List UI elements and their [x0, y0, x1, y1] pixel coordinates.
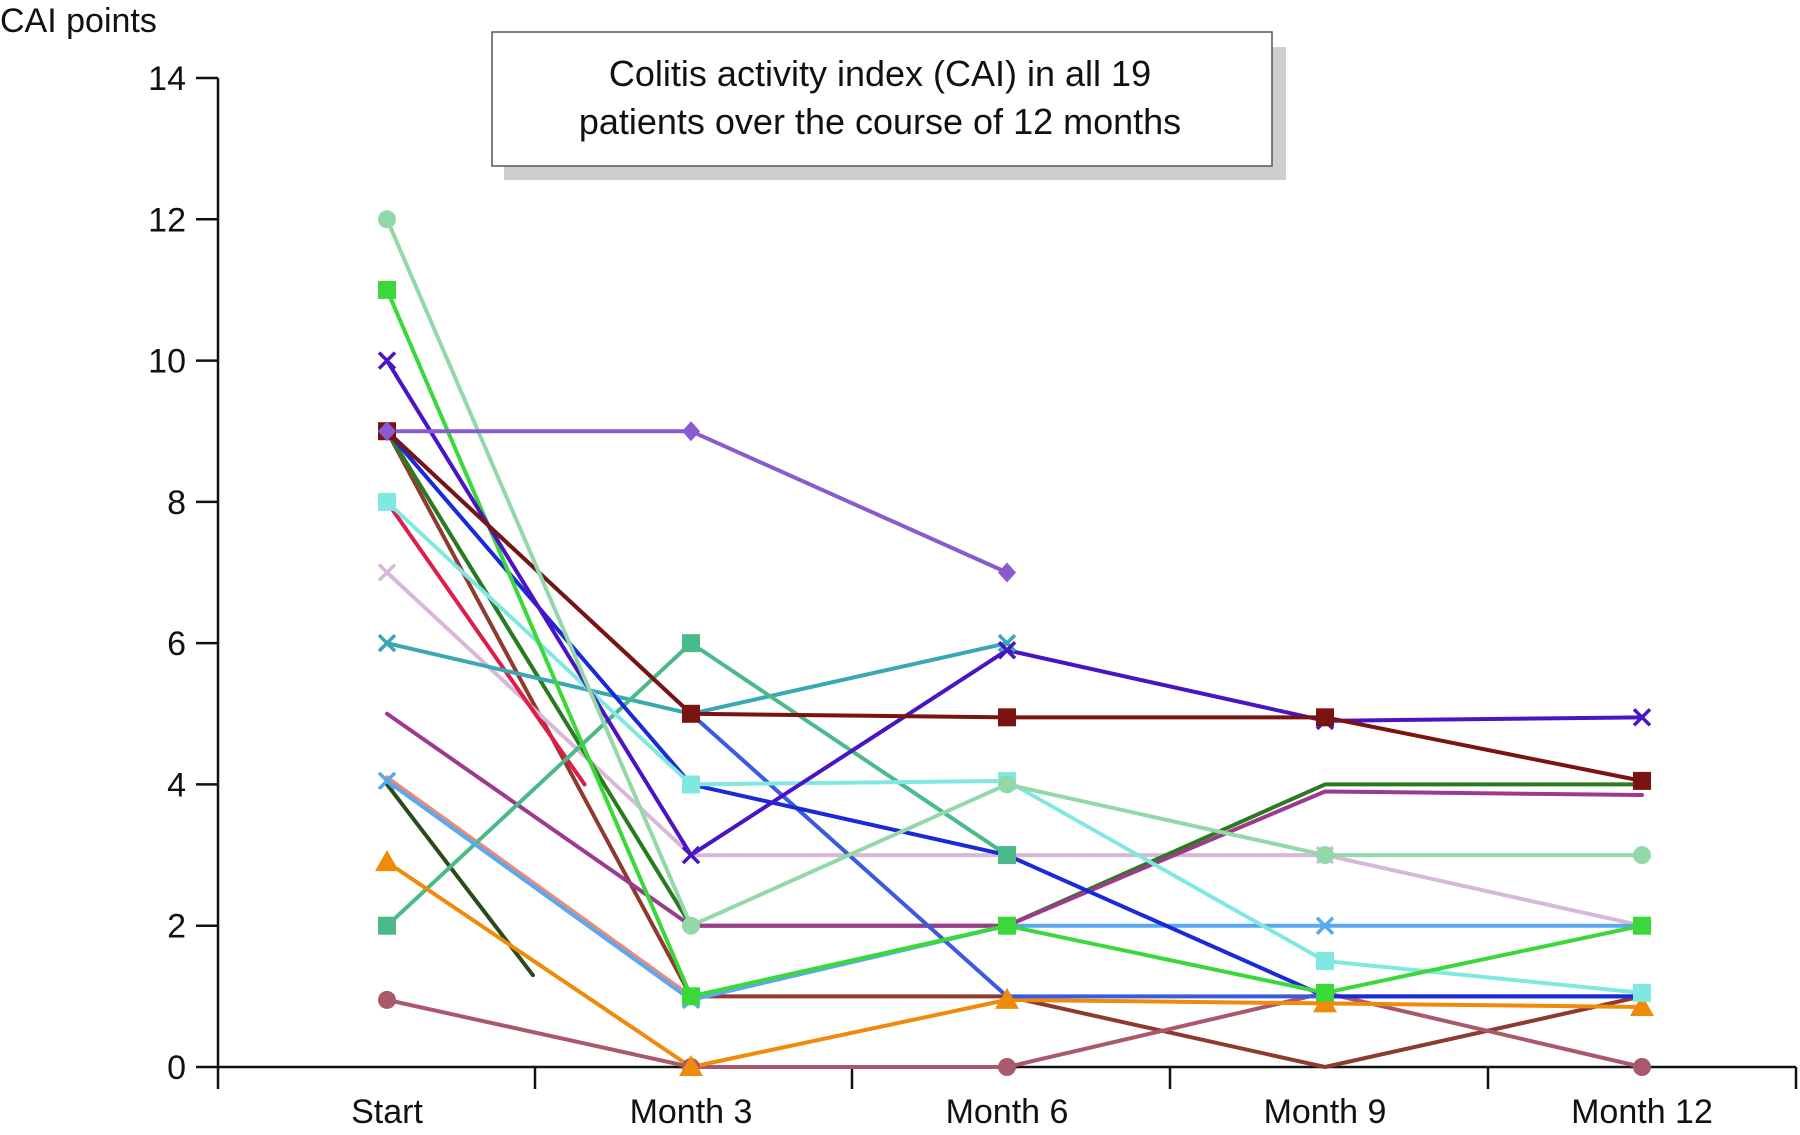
axes: 0 2 4 6 8 10 12 14 Start Month 3 Month 6 Month 9 Mon… [148, 60, 1798, 1131]
data-point [682, 775, 700, 794]
series-line [385, 499, 587, 787]
data-point [1630, 994, 1654, 1016]
y-tick-label: 10 [148, 343, 186, 381]
data-point [1316, 952, 1334, 971]
data-point [1316, 846, 1334, 865]
x-tick-label: Start [351, 1093, 423, 1131]
data-point [682, 421, 700, 442]
data-point [378, 492, 396, 511]
data-point [682, 704, 700, 723]
data-point [377, 771, 397, 791]
data-point [378, 210, 396, 229]
data-point [682, 987, 700, 1006]
data-point [682, 916, 700, 935]
data-point [682, 634, 700, 653]
y-tick-label: 4 [167, 766, 186, 804]
data-point [995, 987, 1019, 1009]
data-point [1633, 846, 1651, 865]
y-tick-label: 6 [167, 625, 186, 663]
data-point [1632, 708, 1652, 727]
data-point [1633, 1058, 1651, 1076]
x-tick-label: Month 3 [630, 1093, 753, 1131]
y-tick-label: 12 [148, 201, 186, 239]
chart-title-line-1: Colitis activity index (CAI) in all 19 [609, 53, 1151, 94]
chart-title-box: Colitis activity index (CAI) in all 19 p… [491, 31, 1286, 180]
y-tick-label: 2 [167, 908, 186, 946]
data-point [378, 280, 396, 299]
data-point [378, 421, 396, 442]
data-point [679, 1055, 703, 1076]
data-point [998, 846, 1016, 865]
chart-title-line-2: patients over the course of 12 months [579, 101, 1181, 142]
data-point [375, 850, 399, 872]
data-point [998, 708, 1016, 727]
title-box-frame [491, 31, 1273, 167]
data-point [1633, 983, 1651, 1002]
data-point [1316, 983, 1334, 1002]
data-point [377, 633, 397, 653]
data-point [1633, 916, 1651, 935]
data-point [998, 916, 1016, 935]
data-point [1315, 916, 1335, 935]
data-point [681, 845, 701, 865]
data-point [997, 640, 1017, 660]
data-point [998, 775, 1016, 794]
y-tick-label: 8 [167, 484, 186, 522]
x-tick-label: Month 12 [1571, 1093, 1713, 1131]
data-point [1633, 771, 1651, 790]
data-point [378, 916, 396, 935]
y-axis-label: CAI points [0, 2, 157, 40]
data-point [377, 563, 397, 582]
data-point [998, 562, 1016, 583]
series-markers [375, 210, 1654, 1076]
data-point [377, 351, 397, 370]
series-line [385, 641, 1009, 716]
series-line [385, 775, 693, 999]
x-tick-label: Month 9 [1264, 1093, 1387, 1131]
data-point [1313, 991, 1337, 1013]
y-tick-label: 0 [167, 1049, 186, 1087]
y-tick-label: 14 [148, 60, 186, 98]
data-point [378, 990, 396, 1009]
data-point [997, 633, 1017, 653]
data-point [1316, 708, 1334, 727]
x-tick-label: Month 6 [946, 1093, 1069, 1131]
data-point [998, 1058, 1016, 1076]
